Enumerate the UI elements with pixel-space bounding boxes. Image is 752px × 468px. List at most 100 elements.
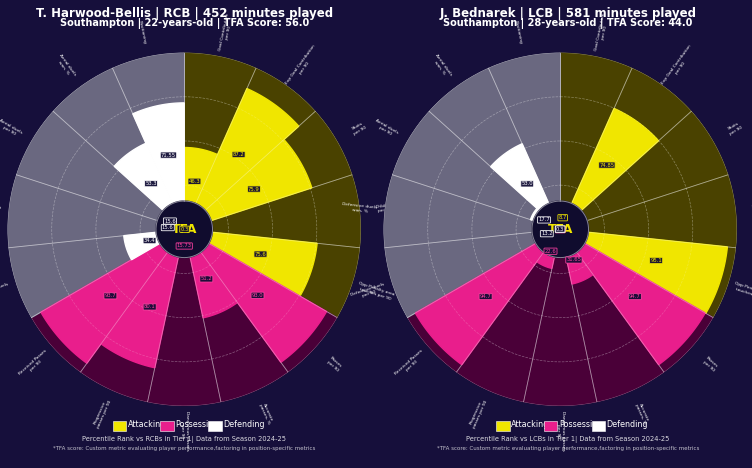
Text: 75.6: 75.6 [255,252,266,256]
Text: Passes
per 90: Passes per 90 [702,356,718,372]
Text: 93.7: 93.7 [105,293,117,298]
Polygon shape [184,52,256,229]
Text: T. Harwood-Bellis | RCB | 452 minutes played: T. Harwood-Bellis | RCB | 452 minutes pl… [35,7,333,20]
Text: Accurate
passes, %: Accurate passes, % [258,402,274,425]
Polygon shape [41,229,184,363]
Polygon shape [560,229,705,365]
Text: Positioning: Positioning [514,20,523,44]
Polygon shape [8,229,184,318]
Text: 15.6: 15.6 [164,219,176,224]
Polygon shape [488,52,560,229]
Polygon shape [537,229,560,268]
Polygon shape [532,201,589,257]
Text: 51.2: 51.2 [201,277,212,281]
Text: Aerial duels
per 90: Aerial duels per 90 [0,118,23,139]
Text: Possession: Possession [175,420,219,430]
Polygon shape [184,229,317,296]
Polygon shape [560,229,736,318]
Polygon shape [560,109,659,229]
Polygon shape [456,229,560,402]
Polygon shape [407,229,560,372]
Text: Defensive duels
won, %: Defensive duels won, % [342,202,378,214]
Polygon shape [490,144,560,229]
Polygon shape [158,211,184,229]
Polygon shape [184,147,217,229]
Text: Dangerous passes
per 90: Dangerous passes per 90 [180,411,189,451]
Text: Southampton | 22-years-old | TFA Score: 56.0: Southampton | 22-years-old | TFA Score: … [59,18,309,29]
Text: 8.7: 8.7 [559,215,567,220]
Text: Shots
per 90: Shots per 90 [350,121,367,136]
Text: TFA: TFA [547,223,573,236]
Text: Accurate
passes, %: Accurate passes, % [634,402,650,425]
Polygon shape [156,221,184,232]
Polygon shape [560,68,692,229]
Polygon shape [184,229,238,318]
Polygon shape [415,229,560,365]
Polygon shape [560,228,561,229]
Text: 0.6: 0.6 [556,227,565,232]
Text: Attacking: Attacking [511,420,550,430]
Polygon shape [530,208,560,229]
Text: *TFA score: Custom metric evaluating player performance,factoring in position-sp: *TFA score: Custom metric evaluating pla… [53,446,315,451]
Polygon shape [184,229,326,362]
Text: 0.3: 0.3 [556,227,564,232]
Text: 34.4: 34.4 [144,238,156,243]
Text: Defensive duels
won, %: Defensive duels won, % [0,202,2,214]
Text: Passes
per 90: Passes per 90 [326,356,342,372]
Text: Aerial duels
per 90: Aerial duels per 90 [372,118,399,139]
Text: Dribbles
per 90: Dribbles per 90 [375,203,394,213]
Text: 31.65: 31.65 [566,257,581,263]
Text: Defensive duels
per 90: Defensive duels per 90 [0,282,11,301]
Text: Goal Contribution
per 90: Goal Contribution per 90 [594,13,611,52]
Polygon shape [184,229,360,318]
Polygon shape [184,88,299,229]
Text: Percentile Rank vs RCBs in Tier 1| Data from Season 2024-25: Percentile Rank vs RCBs in Tier 1| Data … [82,436,287,443]
Text: 0.3: 0.3 [556,227,564,232]
Polygon shape [184,229,288,402]
Text: 0.3: 0.3 [180,227,189,232]
Text: 15.6: 15.6 [162,225,174,230]
Polygon shape [114,143,184,229]
Polygon shape [184,139,312,229]
Polygon shape [184,68,316,229]
Polygon shape [112,52,184,229]
Text: Aerial duels
won, %: Aerial duels won, % [55,53,77,79]
Text: Possession: Possession [559,420,602,430]
Text: 17.7: 17.7 [538,218,550,222]
Polygon shape [184,175,361,248]
Text: Defensive duels
per 90: Defensive duels per 90 [350,282,387,301]
Polygon shape [523,229,597,406]
Text: Positioning: Positioning [138,20,147,44]
Text: 93.0: 93.0 [252,293,263,298]
Text: 87.2: 87.2 [232,152,244,157]
Text: Opp Penalty area
touches per 90: Opp Penalty area touches per 90 [356,282,395,301]
Text: Defending: Defending [223,420,265,430]
Text: Dangerous passes
per 90: Dangerous passes per 90 [556,411,565,451]
Polygon shape [178,229,190,257]
Polygon shape [101,229,184,368]
Text: 75.9: 75.9 [248,187,259,191]
Polygon shape [124,229,184,260]
Text: Attacking: Attacking [128,420,166,430]
Text: Received Passes
per 90: Received Passes per 90 [18,349,51,380]
Text: Southampton | 28-years-old | TFA Score: 44.0: Southampton | 28-years-old | TFA Score: … [443,18,693,29]
Text: 80.1: 80.1 [144,304,156,309]
Polygon shape [31,229,184,372]
Text: Aerial duels
won, %: Aerial duels won, % [431,53,453,79]
Text: 94.7: 94.7 [480,294,492,299]
Polygon shape [560,229,727,314]
Text: TFA: TFA [171,223,197,236]
Polygon shape [8,175,184,248]
Text: Goal Contribution
per 90: Goal Contribution per 90 [218,13,235,52]
Polygon shape [560,175,737,248]
Polygon shape [560,229,714,372]
Text: 0.5: 0.5 [556,227,565,232]
Text: 53.3: 53.3 [145,181,156,186]
Text: Defending: Defending [607,420,648,430]
Text: 0.3: 0.3 [556,227,565,232]
Text: Received Passes
per 90: Received Passes per 90 [394,349,427,380]
Polygon shape [147,229,221,406]
Polygon shape [53,68,184,229]
Polygon shape [560,214,566,229]
Polygon shape [17,111,184,229]
